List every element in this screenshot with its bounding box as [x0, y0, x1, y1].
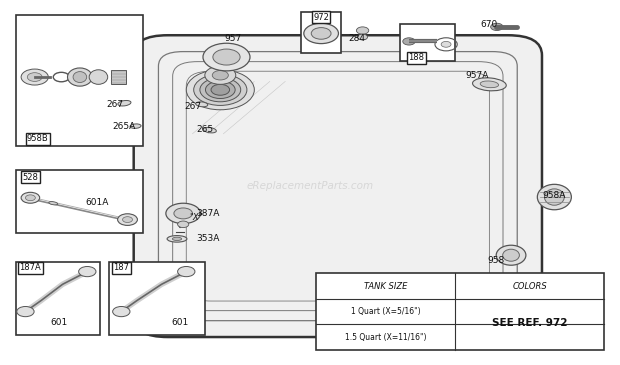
Text: 187A: 187A: [19, 264, 42, 272]
Text: 958B: 958B: [27, 134, 49, 143]
Bar: [400, 24, 455, 61]
Circle shape: [311, 28, 331, 39]
Circle shape: [490, 23, 503, 31]
Circle shape: [177, 266, 195, 277]
Ellipse shape: [118, 100, 131, 106]
Text: 601: 601: [51, 318, 68, 327]
Circle shape: [356, 27, 369, 34]
Text: 972: 972: [313, 12, 329, 22]
Circle shape: [123, 217, 133, 223]
Bar: [316, 273, 604, 350]
Text: 284: 284: [348, 34, 365, 43]
Circle shape: [403, 38, 415, 45]
Bar: [16, 15, 143, 146]
Ellipse shape: [172, 237, 182, 241]
Circle shape: [79, 266, 96, 277]
Circle shape: [304, 23, 339, 43]
Text: 188: 188: [409, 53, 425, 62]
Ellipse shape: [167, 235, 187, 242]
Ellipse shape: [480, 81, 498, 88]
Circle shape: [17, 307, 34, 317]
Bar: [16, 262, 100, 335]
Circle shape: [21, 192, 40, 203]
Text: 1 Quart (X=5/16"): 1 Quart (X=5/16"): [351, 307, 420, 316]
Ellipse shape: [203, 127, 216, 133]
Circle shape: [21, 69, 48, 85]
Circle shape: [25, 195, 35, 201]
Ellipse shape: [130, 124, 141, 128]
Circle shape: [113, 307, 130, 317]
Circle shape: [441, 41, 451, 47]
Text: 267: 267: [107, 100, 124, 109]
Bar: [109, 262, 205, 335]
Bar: [301, 12, 341, 53]
Ellipse shape: [503, 249, 520, 261]
Circle shape: [358, 34, 368, 40]
Text: COLORS: COLORS: [512, 282, 547, 291]
Circle shape: [203, 43, 250, 71]
Text: 267: 267: [184, 101, 201, 111]
Text: 265A: 265A: [113, 122, 136, 131]
Ellipse shape: [496, 245, 526, 265]
Text: eReplacementParts.com: eReplacementParts.com: [246, 181, 374, 191]
Text: SEE REF. 972: SEE REF. 972: [492, 318, 567, 328]
Circle shape: [166, 203, 200, 224]
Ellipse shape: [68, 68, 92, 86]
Ellipse shape: [538, 184, 572, 210]
Text: 387A: 387A: [197, 209, 219, 218]
Circle shape: [200, 78, 241, 102]
Circle shape: [212, 70, 228, 80]
Circle shape: [27, 73, 42, 81]
Circle shape: [186, 70, 254, 110]
Bar: [16, 170, 143, 233]
Text: 670: 670: [480, 20, 498, 29]
Ellipse shape: [89, 70, 108, 84]
Circle shape: [213, 49, 240, 65]
Text: TANK SIZE: TANK SIZE: [364, 282, 407, 291]
Text: 187: 187: [113, 264, 130, 272]
Circle shape: [211, 84, 229, 95]
Text: "X": "X": [189, 212, 203, 222]
Circle shape: [177, 221, 188, 228]
Circle shape: [174, 208, 192, 219]
Text: 957A: 957A: [466, 71, 489, 80]
Text: 601: 601: [172, 318, 188, 327]
Text: 958: 958: [487, 256, 504, 265]
Circle shape: [193, 74, 247, 105]
Circle shape: [205, 66, 236, 84]
Ellipse shape: [49, 201, 58, 205]
Circle shape: [205, 81, 235, 99]
Ellipse shape: [73, 72, 87, 82]
Ellipse shape: [544, 189, 564, 205]
Text: 601A: 601A: [85, 198, 108, 207]
Text: 957: 957: [224, 34, 241, 43]
Ellipse shape: [472, 78, 507, 91]
Bar: [111, 70, 126, 84]
Text: 353A: 353A: [197, 234, 219, 243]
Ellipse shape: [196, 102, 208, 107]
Text: 528: 528: [22, 173, 38, 181]
FancyBboxPatch shape: [134, 35, 542, 337]
Text: 265: 265: [197, 125, 213, 134]
Circle shape: [118, 214, 138, 226]
Text: 958A: 958A: [542, 191, 566, 200]
Text: 1.5 Quart (X=11/16"): 1.5 Quart (X=11/16"): [345, 333, 427, 342]
